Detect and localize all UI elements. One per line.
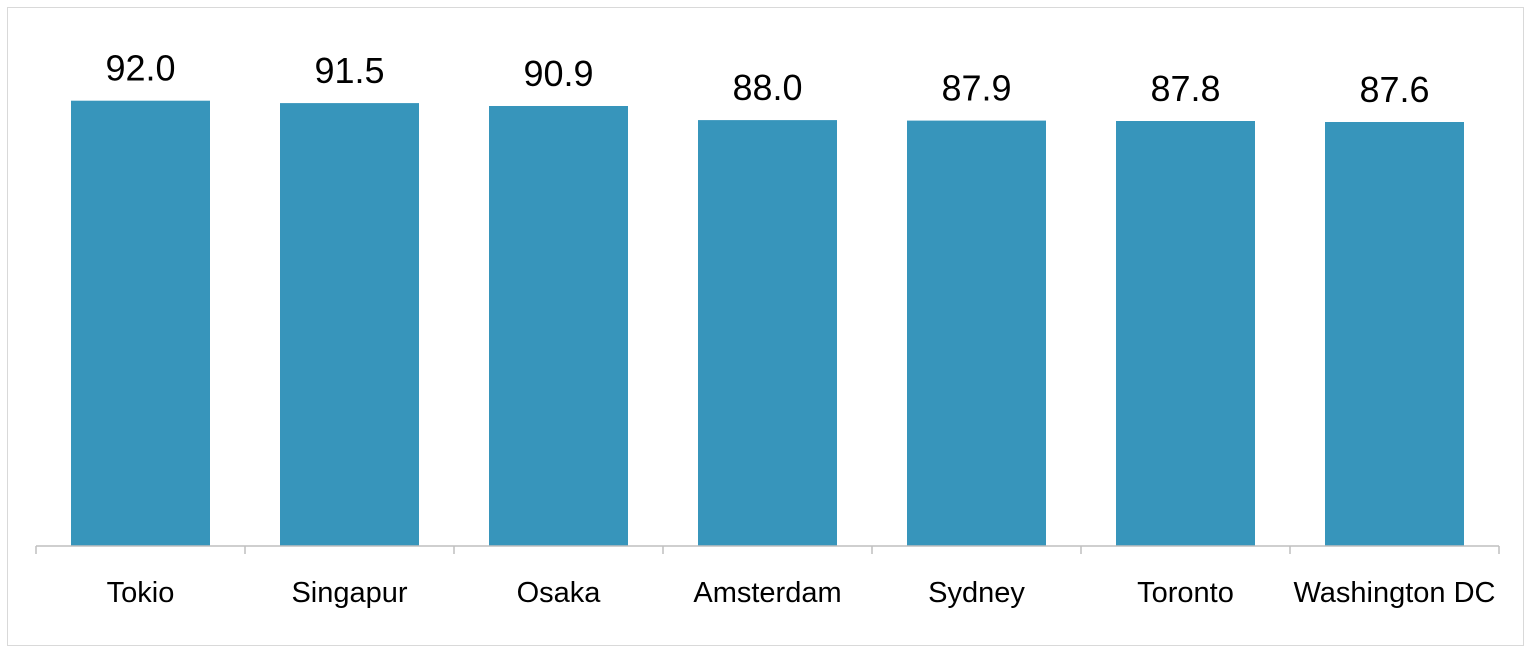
data-label: 88.0 xyxy=(732,67,802,108)
bar-singapur xyxy=(280,103,419,546)
bars-group xyxy=(71,100,1464,546)
data-label: 91.5 xyxy=(314,50,384,91)
category-labels-group: Tokio Singapur Osaka Amsterdam Sydney Toronto… xyxy=(107,577,1496,609)
bar-tokio xyxy=(71,100,210,546)
bar-osaka xyxy=(489,106,628,546)
data-label: 87.8 xyxy=(1150,68,1220,109)
category-label: Amsterdam xyxy=(693,577,841,609)
bar-washington-dc xyxy=(1325,122,1464,546)
category-label: Osaka xyxy=(517,577,602,609)
data-label: 87.9 xyxy=(941,68,1011,109)
category-label: Singapur xyxy=(291,577,407,609)
category-label: Washington DC xyxy=(1293,577,1495,609)
data-labels-group: 92.0 91.5 90.9 88.0 87.9 87.8 87.6 xyxy=(105,48,1429,110)
x-axis-ticks xyxy=(35,546,1500,554)
bar-toronto xyxy=(1116,121,1255,546)
category-label: Tokio xyxy=(107,577,175,609)
category-label: Toronto xyxy=(1137,577,1234,609)
data-label: 90.9 xyxy=(523,53,593,94)
bar-sydney xyxy=(907,120,1046,546)
category-label: Sydney xyxy=(928,577,1025,609)
bar-amsterdam xyxy=(698,120,837,546)
data-label: 87.6 xyxy=(1359,69,1429,110)
data-label: 92.0 xyxy=(105,48,175,89)
